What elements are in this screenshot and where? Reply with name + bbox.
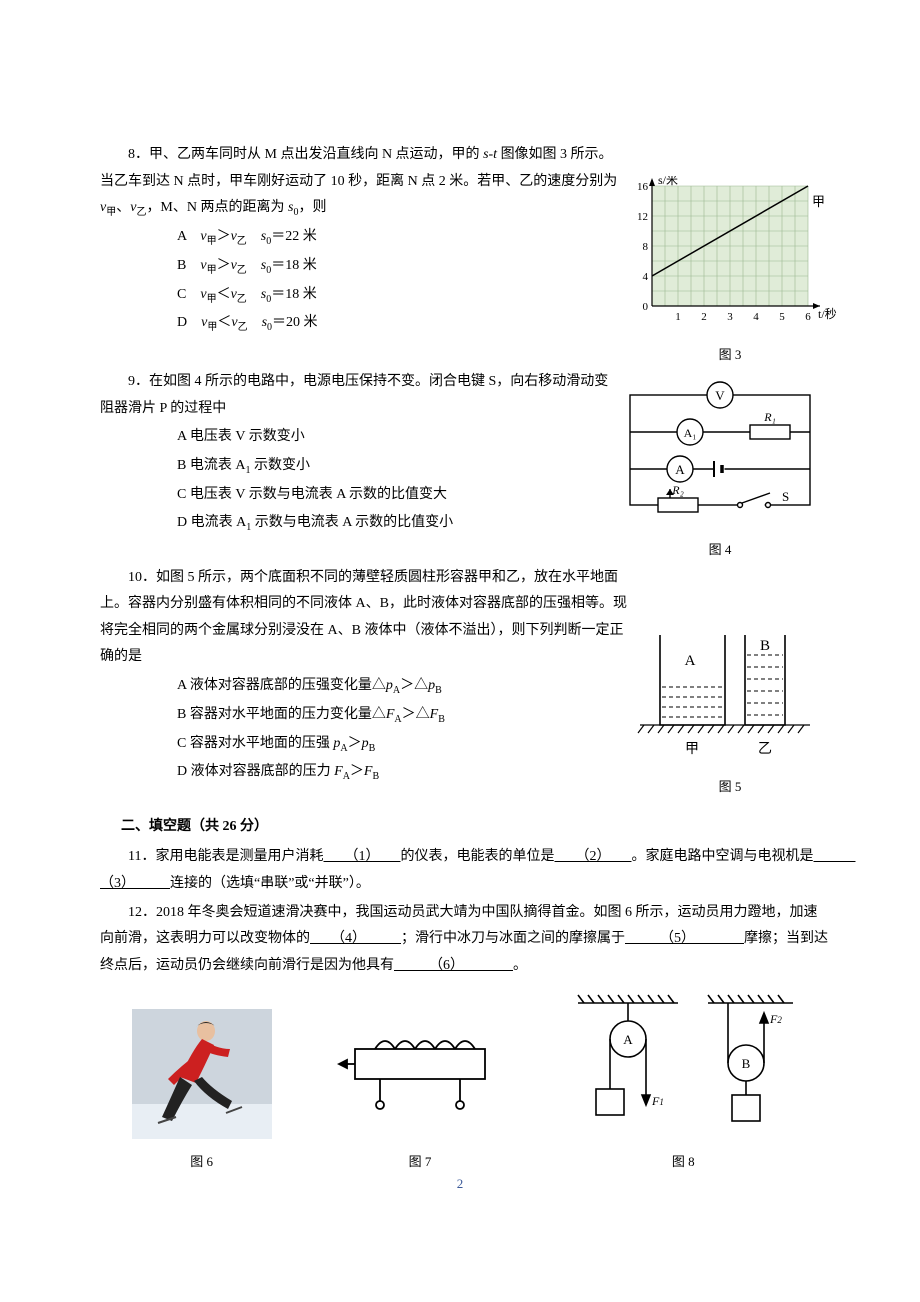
figure-8: A F1 B F2 图 8 [568, 989, 798, 1174]
svg-text:4: 4 [643, 271, 649, 283]
question-11: 11．家用电能表是测量用户消耗 （1） 的仪表，电能表的单位是 （2） 。家庭电… [100, 844, 830, 897]
question-8: s/米 t/秒 甲 1612 840 123 456 图 3 8．甲、乙两车同时… [100, 142, 830, 337]
meter-a1: A₁ [684, 426, 697, 440]
figure-row: 图 6 图 7 [100, 989, 830, 1174]
pulley-a-label: A [624, 1032, 634, 1047]
pulley-icon: A F1 B F2 [568, 989, 798, 1139]
svg-text:8: 8 [643, 241, 649, 253]
meter-a: A [675, 462, 685, 477]
q8-t1: 8．甲、乙两车同时从 M 点出发沿直线向 N 点运动，甲的 [128, 147, 483, 162]
fig5-caption: 图 5 [630, 775, 830, 800]
q10-stem: 10．如图 5 所示，两个底面积不同的薄壁轻质圆柱形容器甲和乙，放在水平地面上。… [100, 565, 830, 671]
label-jia: 甲 [685, 742, 699, 757]
fig8-caption: 图 8 [568, 1150, 798, 1175]
svg-text:5: 5 [779, 311, 785, 323]
force-f1: F1 [651, 1094, 664, 1108]
svg-text:3: 3 [727, 311, 733, 323]
figure-7: 图 7 [335, 1019, 505, 1174]
fig6-caption: 图 6 [132, 1150, 272, 1175]
svg-text:1: 1 [675, 311, 681, 323]
q9-stem: 9．在如图 4 所示的电路中，电源电压保持不变。闭合电键 S，向右移动滑动变阻器… [100, 369, 830, 422]
page-number: 2 [457, 1172, 464, 1197]
fig3-caption: 图 3 [620, 343, 840, 368]
label-yi: 乙 [758, 741, 772, 757]
q8-t5: ，则 [298, 200, 326, 215]
rheostat-r2: R₂ [671, 483, 684, 497]
question-12: 12．2018 年冬奥会短道速滑决赛中，我国运动员武大靖为中国队摘得首金。如图 … [100, 900, 830, 980]
fig7-caption: 图 7 [335, 1150, 505, 1175]
section-2-title: 二、填空题（共 26 分） [121, 814, 830, 841]
svg-text:4: 4 [753, 311, 759, 323]
svg-text:6: 6 [805, 311, 811, 323]
q8-t3: 、 [116, 200, 130, 215]
q8-stem: 8．甲、乙两车同时从 M 点出发沿直线向 N 点运动，甲的 s-t 图像如图 3… [100, 142, 830, 222]
figure-6: 图 6 [132, 1009, 272, 1174]
svg-text:2: 2 [701, 311, 707, 323]
force-f2: F2 [769, 1012, 782, 1026]
svg-text:0: 0 [643, 301, 649, 313]
question-9: V A₁ R₁ A R₂ S 图 4 9．在如图 4 所示的电路中，电源电压保持… [100, 369, 830, 537]
switch-s: S [782, 489, 789, 504]
xaxis-label: t/秒 [818, 307, 837, 321]
q8-t4: ，M、N 两点的距离为 [146, 200, 288, 215]
skater-icon [132, 1009, 272, 1139]
pulley-b-label: B [742, 1056, 751, 1071]
question-10: A B 甲 乙 图 5 10．如图 5 所示，两个底面积不同的薄壁轻质圆柱形容器… [100, 565, 830, 787]
spring-icon [335, 1019, 505, 1139]
fig4-caption: 图 4 [610, 538, 830, 563]
